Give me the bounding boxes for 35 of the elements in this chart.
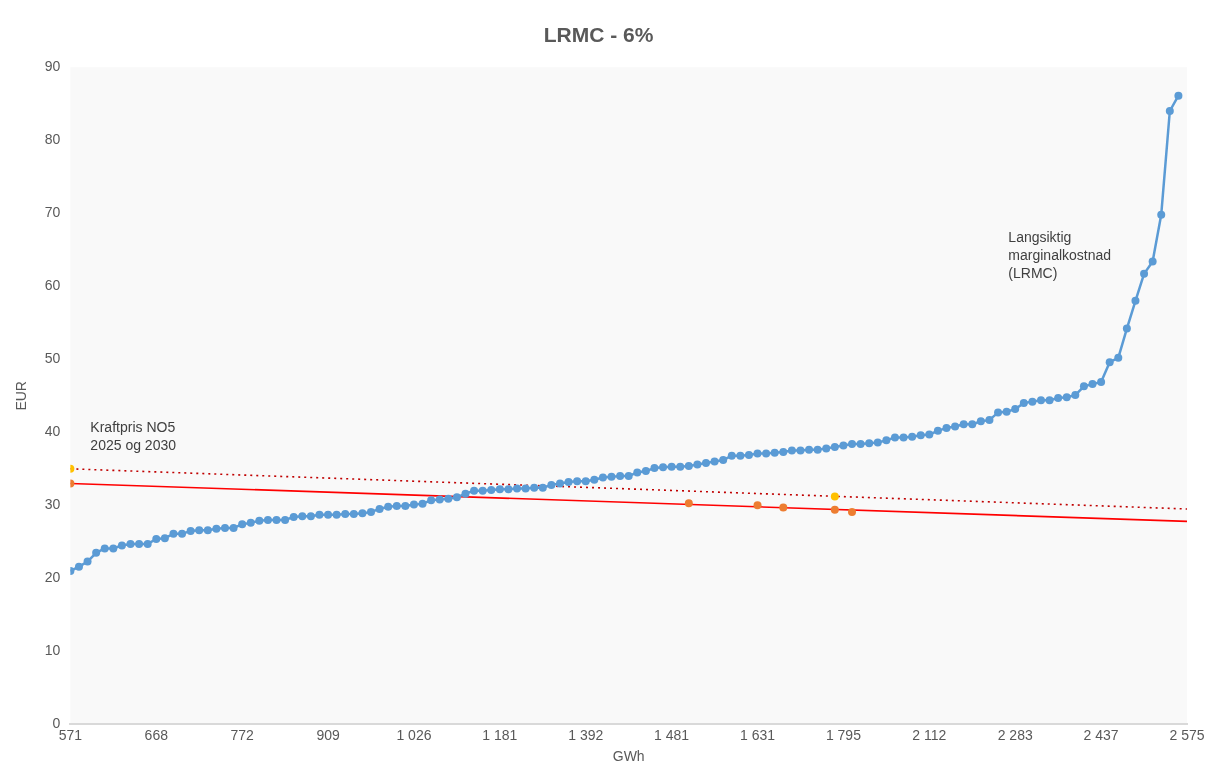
chart-title: LRMC - 6% [543, 23, 654, 47]
x-tick-label: 909 [316, 726, 340, 743]
annotation: Kraftpris NO5 2025 og 2030 [90, 419, 177, 454]
x-tick-label: 2 283 [997, 726, 1033, 743]
x-tick-label: 772 [230, 726, 255, 743]
x-tick-label: 1 392 [568, 726, 604, 743]
x-tick-label: 1 795 [825, 726, 862, 743]
y-tick-label: 50 [44, 350, 61, 367]
point [848, 507, 857, 516]
point [779, 503, 788, 512]
x-tick-label: 1 631 [740, 726, 776, 743]
point [684, 499, 693, 508]
x-tick-label: 571 [58, 726, 83, 743]
y-tick-label: 40 [44, 423, 61, 440]
point [830, 492, 839, 501]
x-tick-label: 2 112 [912, 726, 947, 743]
x-tick-label: 2 575 [1169, 726, 1205, 743]
y-axis-title: EUR [13, 381, 30, 411]
y-tick-label: 0 [52, 715, 61, 732]
y-tick-label: 30 [44, 496, 61, 513]
x-tick-label: 1 026 [396, 726, 432, 743]
y-tick-label: 70 [44, 204, 61, 221]
x-tick-label: 1 481 [654, 726, 690, 743]
x-tick-label: 2 437 [1083, 726, 1119, 743]
y-tick-label: 80 [44, 131, 61, 148]
annotation: Langsiktig marginalkostnad (LRMC) [1008, 229, 1112, 282]
x-tick-label: 1 181 [482, 726, 518, 743]
y-tick-label: 20 [44, 569, 61, 586]
y-tick-label: 90 [44, 58, 61, 75]
x-axis-title: GWh [612, 748, 645, 765]
x-tick-label: 668 [144, 726, 169, 743]
y-tick-label: 60 [44, 277, 61, 294]
point [753, 501, 762, 510]
point [830, 505, 839, 514]
y-tick-label: 10 [44, 642, 61, 659]
